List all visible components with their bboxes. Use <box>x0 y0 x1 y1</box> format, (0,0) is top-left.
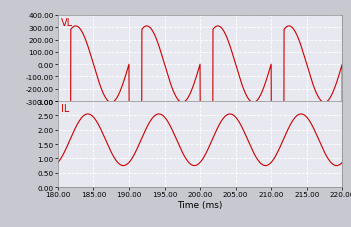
Text: VL: VL <box>61 18 73 27</box>
Text: IL: IL <box>61 103 69 113</box>
X-axis label: Time (ms): Time (ms) <box>177 200 223 209</box>
